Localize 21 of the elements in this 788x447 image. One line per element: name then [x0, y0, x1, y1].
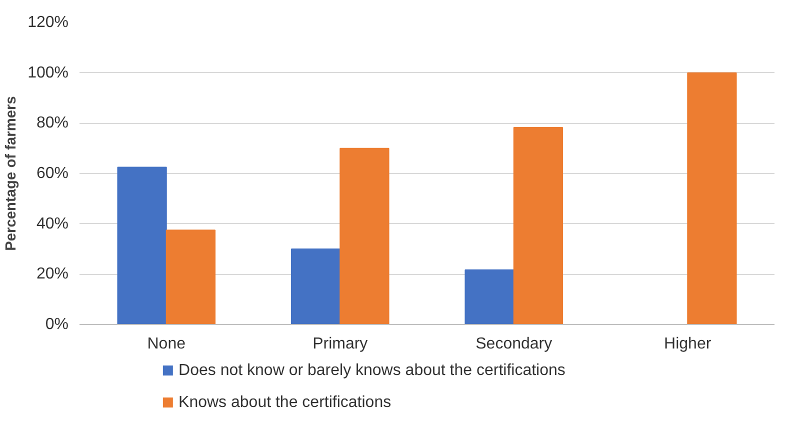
- y-tick-label: 40%: [36, 215, 69, 232]
- y-tick-label: 80%: [36, 114, 69, 132]
- legend-label: Does not know or barely knows about the certifications: [178, 362, 566, 379]
- bar: [464, 269, 514, 324]
- bar: [340, 148, 390, 324]
- bar: [513, 126, 564, 324]
- bar: [687, 72, 737, 324]
- legend-label: Knows about the certifications: [178, 394, 392, 411]
- y-tick-label: 60%: [36, 165, 69, 182]
- y-axis-title: Percentage of farmers: [4, 96, 20, 251]
- x-tick-label: Higher: [664, 336, 712, 352]
- y-tick-label: 0%: [45, 316, 68, 333]
- bar: [290, 248, 341, 324]
- y-tick-label: 100%: [28, 64, 68, 82]
- x-tick-label: Secondary: [476, 336, 552, 352]
- x-tick-label: Primary: [312, 336, 368, 352]
- y-tick-label: 120%: [28, 14, 68, 31]
- bar: [117, 166, 167, 324]
- x-tick-label: None: [147, 336, 186, 352]
- bar: [166, 230, 216, 324]
- y-tick-label: 20%: [36, 266, 69, 283]
